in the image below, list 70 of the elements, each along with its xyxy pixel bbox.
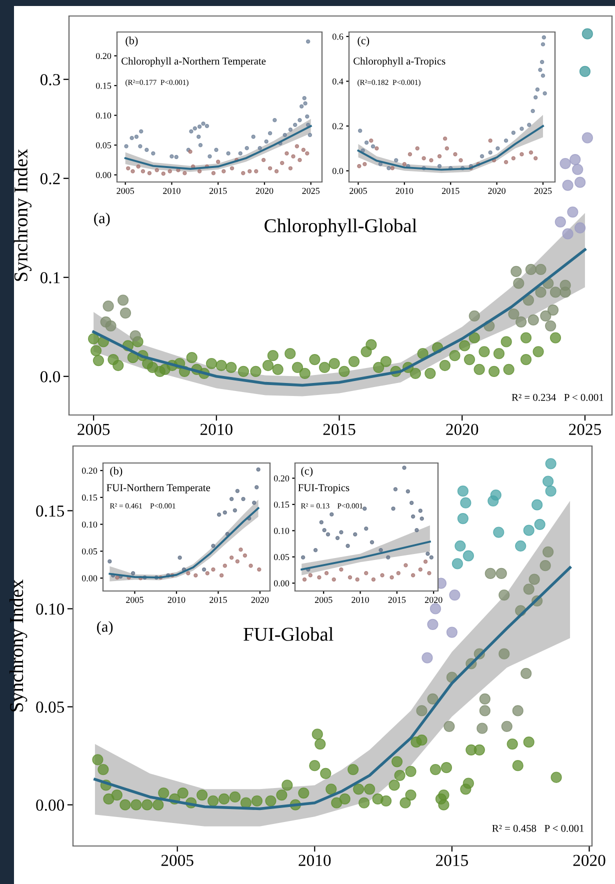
x-tick-label: 2005 (78, 424, 110, 436)
y-tick-label: 0.10 (82, 521, 98, 528)
x-tick-label: 2015 (442, 188, 460, 194)
x-tick-label: 2010 (200, 424, 232, 436)
x-tick-label: 2020 (251, 596, 269, 603)
y-tick-label: 0.00 (274, 580, 290, 586)
x-tick-label: 2005 (314, 596, 332, 603)
x-tick-label: 2025 (569, 424, 601, 436)
y-tick-label: 0.20 (96, 52, 112, 60)
y-tick-label: 0.15 (82, 494, 98, 501)
x-tick-label: 2010 (168, 596, 186, 603)
y-tick-label: 0.15 (96, 82, 112, 89)
annotation: (c) (358, 36, 370, 47)
x-tick-label: 2020 (488, 188, 506, 194)
x-tick-label: 2005 (126, 596, 144, 603)
y-tick-label: 0.10 (96, 112, 112, 119)
y-tick-label: 0.05 (82, 548, 98, 554)
x-tick-label: 2005 (161, 854, 194, 866)
x-tick-label: 2015 (323, 424, 356, 436)
text: Chlorophyll a-Tropics (354, 57, 446, 67)
annotation: R² = 0.458 P < 0.001 (492, 824, 584, 832)
x-tick-label: 2010 (298, 854, 331, 866)
y-tick-label: 0.20 (82, 468, 98, 474)
x-tick-label: 2025 (534, 188, 552, 194)
y-tick-label: 0.05 (274, 554, 290, 560)
text: FUI-Global (244, 627, 334, 641)
y-axis-title: Synchrony Index (14, 149, 32, 281)
text: Chlorophyll-Global (264, 218, 417, 236)
annotation: (c) (301, 466, 313, 477)
text: FUI-Tropics (298, 484, 350, 494)
annotation: (a) (97, 621, 113, 635)
x-tick-label: 2020 (256, 188, 274, 194)
y-tick-label: 0.05 (36, 701, 64, 713)
annotation: R² = 0.234 P < 0.001 (512, 394, 604, 401)
y-tick-label: 0.2 (332, 123, 343, 130)
y-tick-label: 0.15 (274, 502, 290, 508)
y-tick-label: 0.00 (82, 575, 98, 582)
x-tick-label: 2010 (352, 596, 369, 603)
x-tick-label: 2005 (116, 188, 134, 194)
x-tick-label: 2015 (388, 596, 406, 603)
x-tick-label: 2020 (424, 596, 442, 603)
y-tick-label: 0.20 (274, 475, 290, 482)
y-tick-label: 0.00 (96, 172, 112, 178)
x-tick-label: 2010 (163, 188, 180, 194)
text: Chlorophyll a-Northern Temperate (122, 57, 266, 67)
y-tick-label: 0.2 (40, 173, 60, 184)
x-tick-label: 2010 (396, 188, 414, 194)
x-tick-label: 2020 (573, 854, 606, 866)
y-tick-label: 0.0 (40, 371, 60, 382)
y-tick-label: 0.00 (36, 800, 64, 811)
annotation: (b) (110, 466, 122, 477)
y-tick-label: 0.1 (40, 272, 60, 284)
y-tick-label: 0.6 (332, 34, 344, 40)
x-tick-label: 2015 (209, 188, 227, 194)
y-tick-label: 0.10 (36, 603, 64, 615)
x-tick-label: 2005 (350, 188, 367, 194)
y-tick-label: 0.15 (36, 505, 64, 517)
text: FUI-Northern Temperate (106, 484, 210, 494)
annotation: (b) (126, 36, 138, 47)
y-axis-title: Synchrony Index (9, 580, 28, 712)
y-tick-label: 0.10 (274, 528, 290, 534)
x-tick-label: 2015 (210, 596, 227, 603)
annotation: (a) (94, 212, 110, 226)
x-tick-label: 2015 (436, 854, 468, 866)
y-tick-label: 0.3 (40, 74, 60, 86)
x-tick-label: 2025 (302, 188, 320, 194)
y-tick-label: 0.4 (332, 78, 344, 85)
y-tick-label: 0.05 (96, 142, 112, 148)
y-tick-label: 0.0 (332, 168, 344, 174)
x-tick-label: 2020 (446, 424, 478, 436)
